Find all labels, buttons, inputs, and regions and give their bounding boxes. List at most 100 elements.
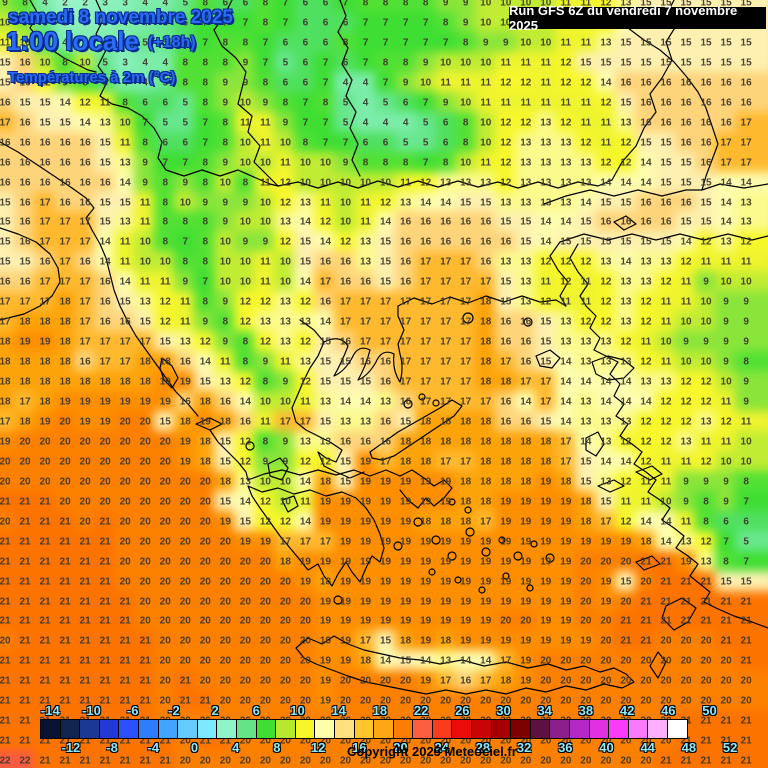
temperature-value: 11 — [720, 436, 732, 448]
temperature-value: 13 — [299, 316, 311, 328]
temperature-value: 11 — [580, 296, 592, 308]
field-cell — [394, 0, 417, 14]
temperature-value: 13 — [620, 296, 632, 308]
temperature-value: 20 — [159, 456, 171, 468]
temperature-value: 17 — [560, 456, 572, 468]
temperature-value: 12 — [500, 77, 512, 89]
temperature-value: 15 — [19, 97, 31, 109]
temperature-value: 15 — [720, 576, 732, 588]
temperature-value: 19 — [380, 476, 392, 488]
field-cell — [374, 71, 397, 94]
temperature-value: 21 — [740, 596, 752, 607]
temperature-value: 18 — [0, 376, 11, 388]
temperature-value: 12 — [620, 476, 632, 488]
temperature-value: 20 — [199, 556, 211, 568]
temperature-value: 20 — [139, 496, 151, 508]
temperature-value: 14 — [339, 396, 352, 408]
temperature-value: 7 — [422, 37, 429, 49]
field-cell — [234, 71, 257, 94]
temperature-value: 9 — [242, 57, 249, 69]
temperature-value: 20 — [640, 655, 652, 667]
temperature-value: 13 — [319, 396, 332, 408]
temperature-value: 20 — [219, 695, 231, 707]
field-cell — [14, 31, 37, 54]
temperature-value: 17 — [79, 236, 91, 248]
temperature-value: 15 — [219, 456, 231, 468]
temperature-value: 20 — [0, 635, 11, 647]
temperature-value: 17 — [440, 336, 452, 348]
temperature-value: 10 — [259, 197, 271, 208]
temperature-value: 12 — [520, 77, 532, 89]
field-cell — [594, 71, 617, 94]
temperature-value: 20 — [339, 675, 352, 687]
temperature-value: 18 — [319, 476, 332, 488]
temperature-value: 20 — [139, 456, 151, 468]
field-cell — [294, 0, 317, 14]
field-cell — [54, 51, 77, 74]
temperature-value: 21 — [99, 675, 111, 687]
scale-label: 26 — [455, 703, 470, 718]
temperature-value: 20 — [680, 695, 692, 707]
temperature-value: 15 — [720, 57, 732, 69]
temperature-value: 18 — [500, 476, 512, 488]
temperature-value: 18 — [59, 356, 71, 368]
temperature-value: 20 — [640, 695, 652, 707]
temperature-value: 12 — [339, 236, 352, 248]
temperature-value: 15 — [700, 216, 712, 228]
scale-label: 44 — [640, 740, 655, 755]
temperature-value: 18 — [39, 376, 51, 388]
field-cell — [14, 0, 37, 14]
field-cell — [34, 11, 57, 34]
field-cell — [534, 51, 557, 74]
field-cell — [54, 11, 77, 34]
temperature-value: 16 — [19, 236, 31, 248]
scale-label: 34 — [537, 703, 552, 718]
temperature-value: 21 — [99, 596, 111, 607]
temperature-value: 17 — [440, 276, 452, 288]
temperature-value: 16 — [19, 216, 31, 228]
temperature-value: 14 — [420, 197, 432, 208]
field-cell — [695, 31, 718, 54]
temperature-value: 10 — [460, 157, 472, 169]
temperature-value: 19 — [620, 536, 632, 548]
temperature-value: 14 — [620, 396, 632, 408]
temperature-value: 18 — [19, 316, 31, 328]
temperature-value: 19 — [460, 536, 472, 548]
temperature-value: 11 — [280, 356, 291, 368]
temperature-value: 16 — [480, 256, 492, 268]
field-cell — [675, 71, 698, 94]
temperature-value: 19 — [540, 496, 552, 508]
temperature-value: 13 — [339, 416, 352, 428]
temperature-value: 14 — [380, 655, 392, 667]
temperature-value: 8 — [202, 236, 209, 248]
field-cell — [0, 11, 17, 34]
temperature-value: 17 — [79, 296, 91, 308]
temperature-value: 19 — [520, 576, 532, 588]
temperature-value: 16 — [700, 117, 712, 129]
temperature-value: 12 — [700, 536, 712, 548]
temperature-value: 13 — [640, 256, 652, 268]
temperature-value: 21 — [700, 755, 712, 767]
temperature-value: 10 — [680, 356, 692, 368]
temperature-value: 15 — [660, 177, 672, 189]
field-cell — [74, 71, 97, 94]
temperature-value: 16 — [39, 137, 51, 149]
temperature-value: 21 — [19, 496, 31, 508]
temperature-value: 20 — [139, 556, 151, 568]
field-cell — [354, 51, 377, 74]
scale-swatch — [549, 719, 571, 739]
temperature-value: 20 — [259, 655, 271, 667]
scale-label: -2 — [168, 703, 180, 718]
temperature-value: 20 — [259, 675, 271, 687]
field-cell — [154, 31, 177, 54]
temperature-value: 8 — [202, 57, 209, 69]
temperature-value: 17 — [339, 316, 352, 328]
temperature-value: 19 — [680, 556, 692, 568]
temperature-value: 18 — [460, 436, 472, 448]
temperature-value: 20 — [239, 695, 251, 707]
temperature-value: 17 — [460, 336, 472, 348]
temperature-value: 10 — [159, 256, 171, 268]
temperature-value: 15 — [500, 296, 512, 308]
temperature-value: 21 — [59, 635, 71, 647]
